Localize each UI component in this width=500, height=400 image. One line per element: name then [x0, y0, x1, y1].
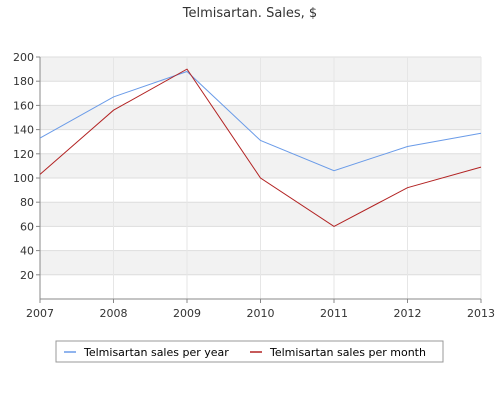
- series-line: [39, 70, 482, 172]
- grid-lines: [39, 56, 482, 299]
- legend-label: Telmisartan sales per month: [269, 346, 426, 359]
- series-lines: [39, 68, 482, 227]
- series-line: [39, 68, 482, 227]
- y-tick-label: 160: [13, 99, 34, 112]
- y-tick-label: 180: [13, 75, 34, 88]
- y-tick-label: 20: [20, 269, 34, 282]
- x-tick-label: 2013: [467, 307, 495, 320]
- axes: [36, 56, 482, 303]
- chart-title: Telmisartan. Sales, $: [182, 6, 317, 21]
- y-tick-label: 140: [13, 124, 34, 137]
- x-tick-label: 2008: [100, 307, 128, 320]
- x-tick-label: 2012: [394, 307, 422, 320]
- x-tick-label: 2009: [173, 307, 201, 320]
- y-tick-label: 120: [13, 148, 34, 161]
- x-tick-label: 2007: [26, 307, 54, 320]
- legend-label: Telmisartan sales per year: [83, 346, 229, 359]
- x-axis-tick-labels: 2007 2008 2009 2010 2011 2012 2013: [26, 307, 495, 320]
- x-tick-label: 2011: [320, 307, 348, 320]
- x-tick-label: 2010: [247, 307, 275, 320]
- y-tick-label: 60: [20, 220, 34, 233]
- y-tick-label: 80: [20, 196, 34, 209]
- legend: Telmisartan sales per year Telmisartan sa…: [55, 340, 444, 363]
- y-axis-tick-labels: 20 40 60 80 100 120 140 160 180 200: [13, 51, 34, 282]
- y-tick-label: 200: [13, 51, 34, 64]
- y-tick-label: 100: [13, 172, 34, 185]
- y-tick-label: 40: [20, 245, 34, 258]
- legend-box: [55, 340, 444, 363]
